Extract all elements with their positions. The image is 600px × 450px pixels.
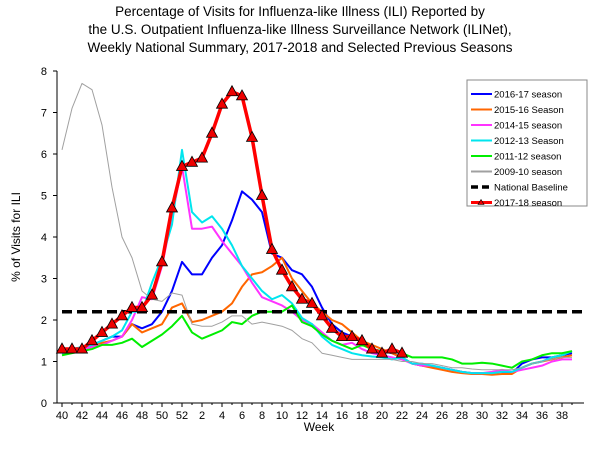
x-tick-label: 42 [76,410,88,422]
legend-box [466,79,588,207]
legend: 2016-17 season 2015-16 Season 2014-15 seas… [466,79,588,209]
data-point-marker [385,342,399,354]
x-tick-label: 46 [116,410,128,422]
x-tick-label: 16 [336,410,348,422]
legend-label: 2012-13 Season [494,136,564,147]
y-tick-label: 2 [41,315,47,327]
data-point-marker [125,300,139,312]
x-tick-label: 32 [496,410,508,422]
data-point-marker [285,279,299,292]
legend-label: 2016-17 season [494,90,562,101]
series-2009-10-season-line [61,82,572,371]
data-point-marker [335,329,349,342]
data-point-marker [175,159,189,171]
y-tick-label: 8 [41,66,47,78]
title-line-1: Percentage of Visits for Influenza-like … [115,4,485,19]
legend-label: 2017-18 season [494,198,562,209]
x-tick-label: 38 [556,410,568,422]
series-2011-12-season-line [61,304,573,369]
data-point-marker [265,242,279,254]
series-2015-16-season-line [61,256,573,376]
title-line-2: the U.S. Outpatient Influenza-like Illne… [88,22,512,37]
data-point-marker [75,342,89,354]
data-point-marker [305,296,319,308]
data-point-marker [215,97,229,109]
x-axis-label: Week [304,420,335,434]
data-point-marker [295,292,309,304]
y-tick-label: 3 [41,274,47,286]
data-point-marker [55,342,69,354]
y-tick-label: 6 [41,149,47,161]
data-point-marker [65,342,79,354]
legend-label: National Baseline [494,183,568,194]
data-point-marker [115,309,129,321]
legend-label: 2014-15 season [494,121,562,132]
x-tick-label: 14 [316,410,328,422]
series-2016-17-season-line [61,190,573,375]
data-point-marker [165,201,179,213]
data-point-marker [255,188,269,200]
x-tick-label: 26 [436,410,448,422]
x-tick-label: 22 [396,410,408,422]
data-point-marker [325,321,339,333]
title-line-3: Weekly National Summary, 2017-2018 and S… [87,40,513,55]
legend-label: 2011-12 season [494,152,561,163]
chart-title: Percentage of Visits for Influenza-like … [0,3,600,57]
x-tick-label: 4 [219,410,225,422]
data-point-marker [195,151,209,163]
y-tick-label: 7 [41,108,47,120]
x-tick-label: 50 [156,410,168,422]
data-point-marker [315,309,329,321]
x-tick-label: 12 [296,410,308,422]
x-tick-label: 36 [536,410,548,422]
y-tick-label: 0 [41,398,47,410]
x-tick-label: 30 [476,410,488,422]
x-tick-label: 18 [356,410,368,422]
x-tick-label: 8 [259,410,265,422]
y-axis-label: % of Visits for ILI [9,192,23,282]
data-point-marker [225,84,239,97]
data-point-marker [85,333,99,346]
data-point-marker [155,255,169,267]
data-point-marker [105,317,119,329]
x-tick-label: 2 [199,410,205,422]
x-tick-label: 28 [456,410,468,422]
y-tick-label: 4 [41,232,47,244]
x-tick-label: 48 [136,410,148,422]
data-point-marker [355,333,369,346]
data-point-marker [245,130,259,142]
x-tick-label: 44 [96,410,108,422]
data-point-marker [185,155,199,167]
data-point-marker [345,329,359,342]
x-tick-label: 40 [56,410,68,422]
legend-marker [477,198,485,205]
data-point-marker [275,263,289,275]
data-point-marker [145,288,159,300]
x-tick-label: 52 [176,410,188,422]
x-tick-label: 10 [276,410,288,422]
x-tick-label: 6 [239,410,245,422]
data-point-marker [235,89,249,101]
legend-label: 2009-10 season [494,167,562,178]
series-layer [55,82,584,376]
data-point-marker [375,346,389,358]
data-point-marker [395,346,409,358]
y-tick-label: 1 [41,357,47,369]
data-point-marker [95,325,109,337]
x-tick-label: 34 [516,410,528,422]
x-tick-label: 20 [376,410,388,422]
data-point-marker [135,300,149,312]
data-point-marker [365,342,379,354]
x-tick-label: 24 [416,410,428,422]
y-tick-label: 5 [41,191,47,203]
data-point-marker [205,126,219,138]
legend-label: 2015-16 Season [494,105,564,116]
